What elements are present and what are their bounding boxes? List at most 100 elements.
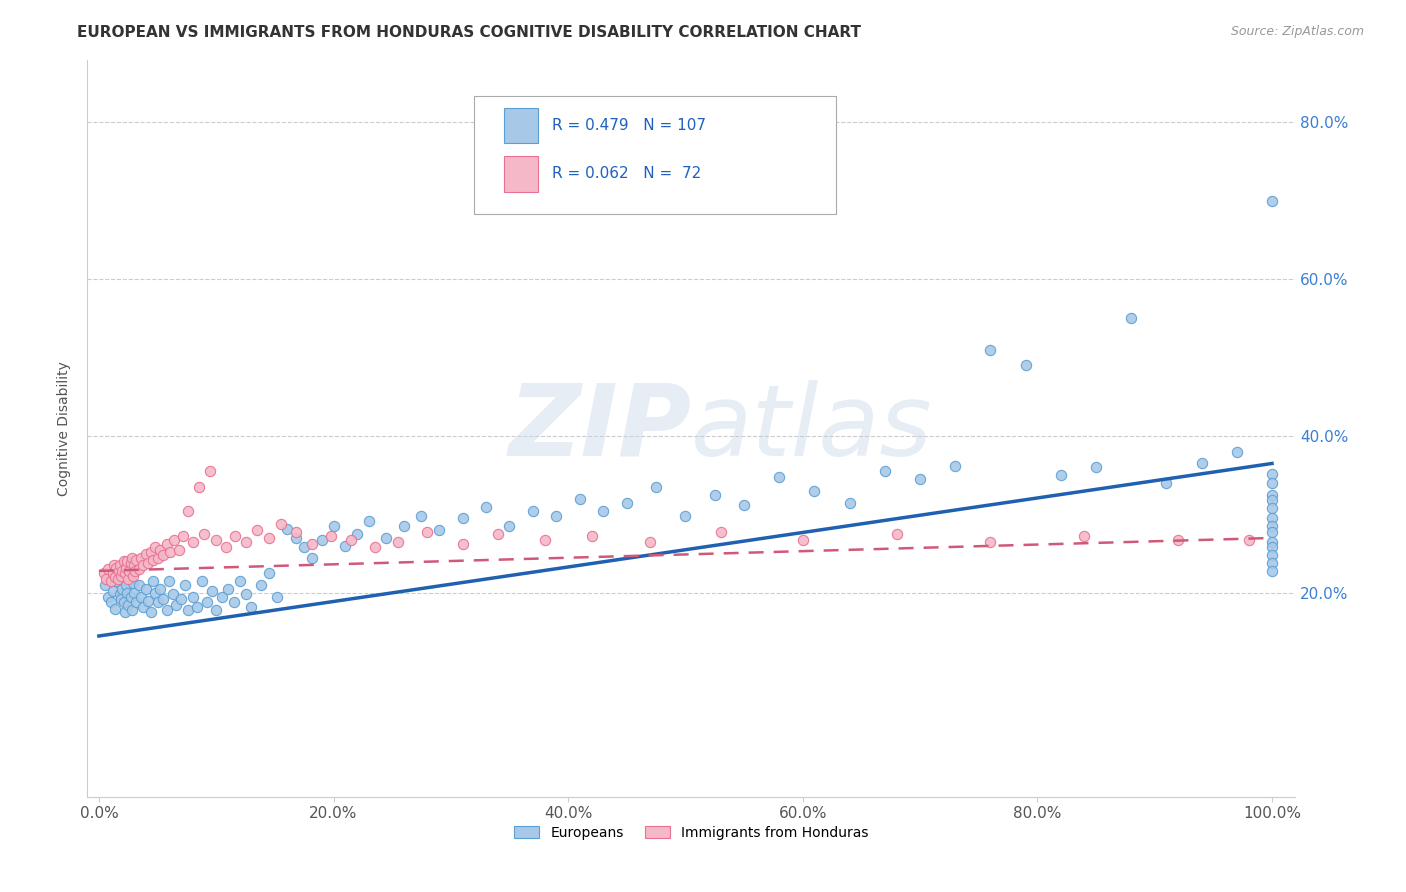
Point xyxy=(146,550,169,565)
Point xyxy=(162,587,184,601)
Point xyxy=(357,514,380,528)
Point xyxy=(803,483,825,498)
Point xyxy=(120,556,142,570)
FancyBboxPatch shape xyxy=(474,96,837,214)
Point xyxy=(533,533,555,547)
Point xyxy=(1073,529,1095,543)
Point xyxy=(139,545,162,559)
Point xyxy=(97,590,120,604)
Point xyxy=(1085,460,1108,475)
Point xyxy=(1261,519,1284,533)
Point xyxy=(122,586,145,600)
Point xyxy=(1261,467,1284,481)
Point xyxy=(451,537,474,551)
Point xyxy=(321,529,343,543)
Point xyxy=(142,574,165,588)
Point xyxy=(114,606,136,620)
Point xyxy=(165,598,187,612)
Point xyxy=(276,522,298,536)
Point xyxy=(187,480,209,494)
Point xyxy=(217,582,239,596)
Point xyxy=(156,537,179,551)
Point xyxy=(1237,533,1260,547)
Point xyxy=(522,503,544,517)
Point xyxy=(792,533,814,547)
Point xyxy=(143,541,166,555)
Point xyxy=(616,496,638,510)
Point xyxy=(118,564,141,578)
Point xyxy=(111,564,134,578)
Point xyxy=(1261,501,1284,516)
Point xyxy=(1261,493,1284,508)
Point xyxy=(128,562,150,576)
Point xyxy=(115,578,138,592)
Point xyxy=(1226,444,1249,458)
Point xyxy=(146,595,169,609)
Point xyxy=(335,539,357,553)
Point xyxy=(703,488,725,502)
Point xyxy=(143,586,166,600)
Point xyxy=(117,598,139,612)
Point xyxy=(710,524,733,539)
Point xyxy=(149,542,172,557)
Point xyxy=(285,524,308,539)
Point xyxy=(451,511,474,525)
Point xyxy=(249,578,271,592)
Point xyxy=(107,566,129,581)
Point xyxy=(235,587,257,601)
Point xyxy=(285,531,308,545)
Point xyxy=(129,550,152,565)
Point xyxy=(387,534,409,549)
Point xyxy=(1191,457,1213,471)
Point xyxy=(214,541,236,555)
Point xyxy=(108,564,131,578)
Point xyxy=(135,547,157,561)
Point xyxy=(157,574,180,588)
Point xyxy=(186,599,208,614)
Point xyxy=(129,590,152,604)
Point xyxy=(115,554,138,568)
Point xyxy=(122,568,145,582)
Point xyxy=(132,599,155,614)
Point xyxy=(908,472,931,486)
Point xyxy=(1156,476,1178,491)
Point xyxy=(177,603,200,617)
Point xyxy=(1050,468,1073,483)
Point xyxy=(546,508,568,523)
Point xyxy=(114,566,136,581)
Point xyxy=(638,534,661,549)
Point xyxy=(94,572,117,586)
Point xyxy=(498,519,520,533)
Point xyxy=(411,508,433,523)
Point xyxy=(195,595,218,609)
Text: ZIP: ZIP xyxy=(509,380,692,476)
Text: EUROPEAN VS IMMIGRANTS FROM HONDURAS COGNITIVE DISABILITY CORRELATION CHART: EUROPEAN VS IMMIGRANTS FROM HONDURAS COG… xyxy=(77,25,862,40)
Point xyxy=(301,537,323,551)
Legend: Europeans, Immigrants from Honduras: Europeans, Immigrants from Honduras xyxy=(509,820,873,845)
Point xyxy=(115,586,138,600)
Point xyxy=(581,529,603,543)
Point xyxy=(375,531,398,545)
Point xyxy=(122,576,145,591)
Point xyxy=(173,578,195,592)
Point xyxy=(1261,541,1284,555)
Point xyxy=(125,553,148,567)
Point xyxy=(156,603,179,617)
Point xyxy=(136,556,159,570)
Point xyxy=(645,480,668,494)
Text: R = 0.062   N =  72: R = 0.062 N = 72 xyxy=(553,167,702,181)
Point xyxy=(112,554,135,568)
Point xyxy=(257,566,280,581)
Point xyxy=(128,578,150,592)
Point xyxy=(257,531,280,545)
Point xyxy=(228,574,250,588)
Point xyxy=(322,519,344,533)
Point xyxy=(108,558,131,573)
Text: Source: ZipAtlas.com: Source: ZipAtlas.com xyxy=(1230,25,1364,38)
Point xyxy=(1261,194,1284,208)
Point xyxy=(97,562,120,576)
Point xyxy=(979,343,1001,357)
Point xyxy=(266,590,288,604)
Point xyxy=(107,572,129,586)
Point xyxy=(301,550,323,565)
